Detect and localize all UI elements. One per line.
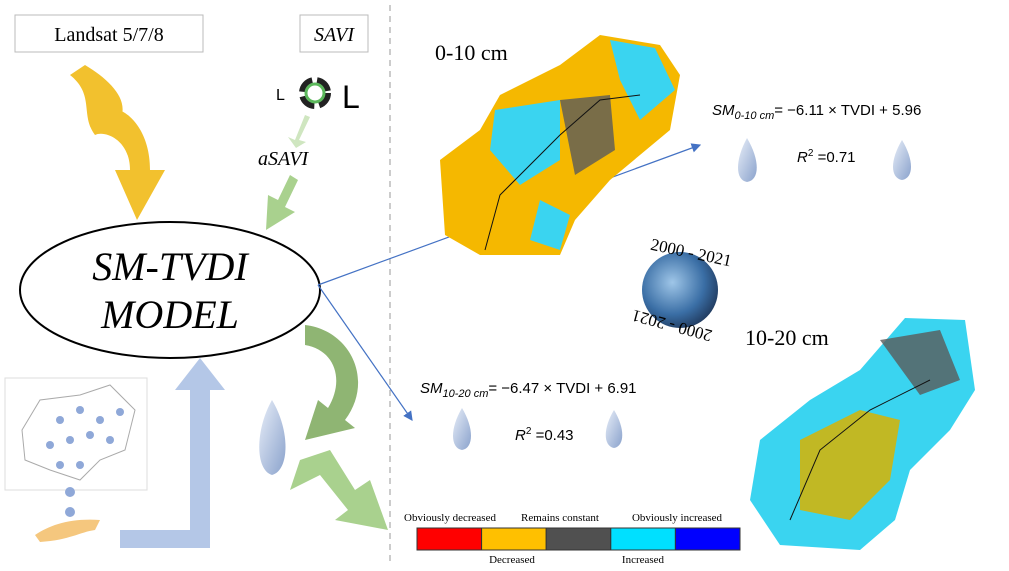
drop: [259, 400, 286, 475]
legend-swatch: [610, 527, 676, 551]
l-small: L: [276, 87, 285, 104]
landsat-label: Landsat 5/7/8: [54, 24, 163, 46]
drop: [893, 140, 911, 180]
legend-swatch: [481, 527, 547, 551]
arrow-green: [266, 175, 298, 230]
r2-r: R: [797, 149, 808, 166]
legend-label: Decreased: [489, 554, 535, 566]
arrow-yellow: [70, 65, 165, 220]
legend-label: Remains constant: [521, 512, 599, 524]
legend-label: Obviously decreased: [404, 512, 496, 524]
savi-box: [299, 14, 369, 53]
rain-panel: [4, 377, 148, 491]
legend-swatch: [545, 527, 612, 551]
r2-sup: 2: [808, 148, 814, 159]
savi-label: SAVI: [314, 24, 355, 46]
asavi-label: aSAVI: [258, 148, 309, 170]
landsat-box: [14, 14, 204, 53]
model-line1: SM-TVDI: [92, 244, 249, 289]
cycle-icon: [299, 77, 331, 109]
arrow-light: [288, 115, 310, 148]
r2-r: R: [515, 427, 526, 444]
l-large: L: [342, 79, 360, 115]
r2: R2 =0.71: [797, 148, 856, 166]
equation: SM10-20 cm= −6.47 × TVDI + 6.91: [420, 380, 637, 400]
model-ellipse: [19, 221, 321, 359]
eq-sub: 10-20 cm: [443, 388, 489, 400]
legend: [416, 527, 741, 551]
eq-rhs: = −6.47 × TVDI + 6.91: [488, 380, 636, 397]
arrow-blue: [120, 358, 225, 548]
legend-swatch: [674, 527, 741, 551]
raindrops: [46, 406, 124, 517]
equation: SM0-10 cm= −6.11 × TVDI + 5.96: [712, 102, 921, 122]
legend-label: Obviously increased: [632, 512, 723, 524]
model-line2: MODEL: [100, 292, 239, 337]
depth-label: 10-20 cm: [745, 325, 829, 350]
arrow-curve: [305, 325, 359, 440]
drop: [738, 138, 757, 182]
r2-value: =0.71: [813, 149, 855, 166]
r2-sup: 2: [526, 426, 532, 437]
hand: [35, 519, 100, 542]
depth-label: 0-10 cm: [435, 40, 508, 65]
drop: [605, 410, 623, 448]
r2: R2 =0.43: [515, 426, 574, 444]
eq-sub: 0-10 cm: [735, 110, 775, 122]
r2-value: =0.43: [531, 427, 573, 444]
arrow-big: [290, 450, 388, 530]
map-0-10: [440, 35, 680, 255]
map-10-20: [750, 318, 975, 550]
legend-label: Increased: [622, 554, 665, 566]
drop: [453, 408, 471, 450]
basin-outline: [21, 384, 136, 481]
legend-swatch: [416, 527, 483, 551]
eq-sm: SM: [712, 102, 735, 119]
connector: [317, 284, 413, 421]
eq-rhs: = −6.11 × TVDI + 5.96: [774, 102, 921, 119]
globe: [642, 252, 718, 328]
eq-sm: SM: [420, 380, 443, 397]
cycle-icon-inner: [304, 82, 326, 104]
